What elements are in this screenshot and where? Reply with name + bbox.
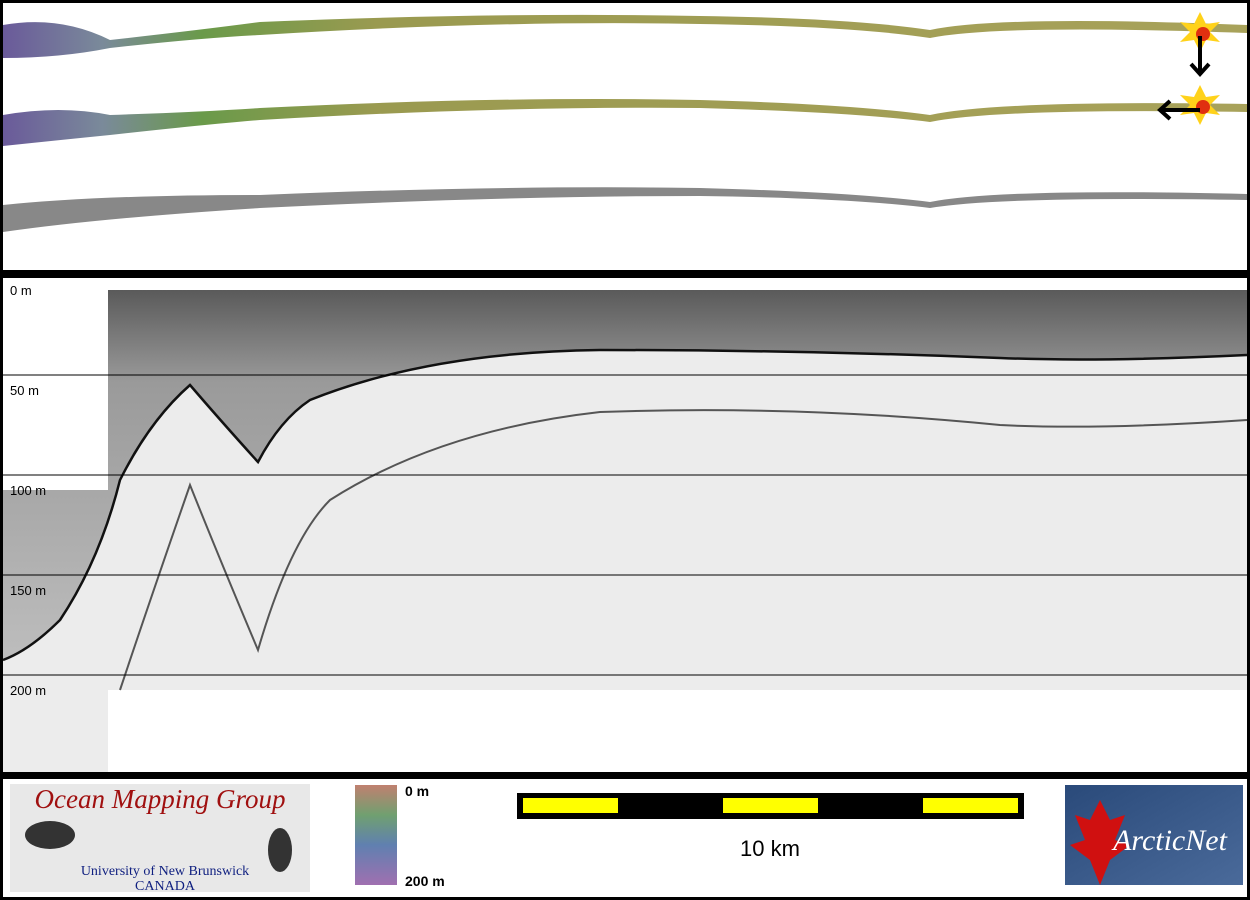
depth-lines — [3, 374, 1247, 676]
multiple-reflector — [119, 409, 1248, 691]
maple-leaf — [1070, 800, 1130, 885]
arcticnet-title: ArcticNet — [1111, 824, 1228, 857]
swath-panel — [3, 3, 1247, 270]
swath-strip — [3, 99, 1247, 146]
colorbar-top-label: 0 m — [405, 783, 429, 799]
omg-title: Ocean Mapping Group — [35, 784, 286, 814]
depth-label: 0 m — [10, 283, 32, 298]
colorbar — [355, 785, 397, 885]
depth-label: 50 m — [10, 383, 39, 398]
omg-university: University of New Brunswick — [81, 864, 249, 879]
depth-label: 150 m — [10, 583, 46, 598]
depth-label: 200 m — [10, 683, 46, 698]
sun-icon — [1157, 85, 1220, 125]
colorbar-bottom-label: 200 m — [405, 873, 445, 889]
seabed-reflector — [2, 348, 1248, 662]
omg-country: CANADA — [135, 879, 196, 894]
backscatter-strip — [3, 187, 1247, 232]
water-column — [3, 290, 1247, 660]
omg-logo-art — [268, 828, 292, 872]
scale-bar — [517, 793, 1024, 819]
sun-icon — [1180, 12, 1220, 77]
depth-labels: 0 m 50 m 100 m 150 m 200 m — [10, 283, 46, 698]
omg-logo-art — [25, 821, 75, 849]
scale-label: 10 km — [740, 836, 800, 861]
depth-label: 100 m — [10, 483, 46, 498]
swath-strip — [3, 14, 1247, 58]
